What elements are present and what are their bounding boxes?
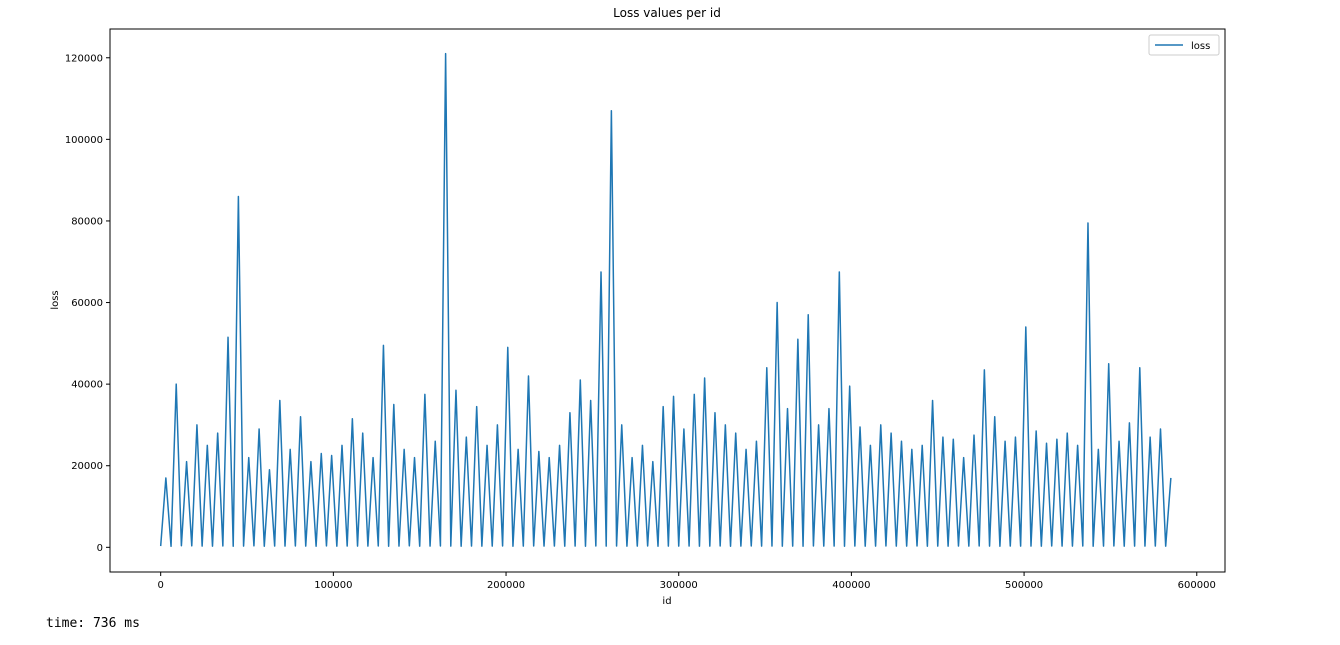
legend-box bbox=[1148, 34, 1220, 56]
x-tick-label: 500000 bbox=[1005, 580, 1043, 591]
x-axis-label: id bbox=[662, 596, 671, 607]
x-tick-label: 100000 bbox=[314, 580, 352, 591]
y-tick-label: 120000 bbox=[65, 53, 103, 64]
axes-frame bbox=[109, 28, 1226, 573]
y-tick-label: 100000 bbox=[65, 135, 103, 146]
y-tick-label: 0 bbox=[97, 543, 103, 554]
x-tick-label: 300000 bbox=[660, 580, 698, 591]
x-tick-label: 600000 bbox=[1178, 580, 1216, 591]
y-tick-label: 20000 bbox=[71, 461, 103, 472]
y-tick-label: 60000 bbox=[71, 298, 103, 309]
y-tick-label: 80000 bbox=[71, 216, 103, 227]
y-axis-label: loss bbox=[50, 290, 61, 309]
chart-title: Loss values per id bbox=[613, 6, 721, 20]
x-tick-label: 400000 bbox=[832, 580, 870, 591]
y-tick-label: 40000 bbox=[71, 380, 103, 391]
cell-output: time: 736 ms bbox=[46, 616, 140, 631]
chart: Loss values per id id loss 0 100000 200000… bbox=[50, 6, 1226, 607]
x-tick-label: 200000 bbox=[487, 580, 525, 591]
legend-label: loss bbox=[1191, 41, 1210, 52]
x-tick-label: 0 bbox=[157, 580, 163, 591]
data-line bbox=[159, 52, 1172, 548]
